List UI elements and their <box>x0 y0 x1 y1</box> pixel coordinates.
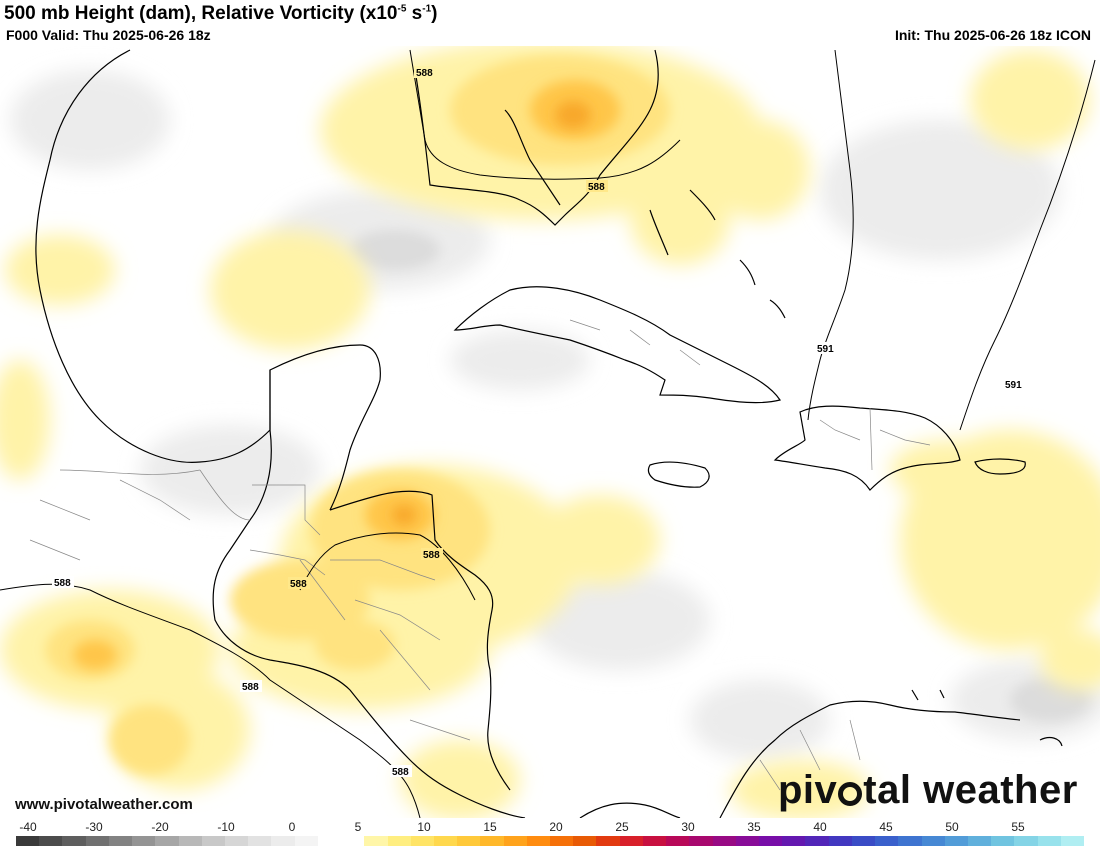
colorbar-swatch <box>224 836 249 846</box>
colorbar-swatch <box>480 836 504 846</box>
colorbar-tick-label: 35 <box>747 820 761 834</box>
colorbar-swatch <box>573 836 597 846</box>
colorbar-tick-label: -10 <box>217 820 235 834</box>
colorbar-swatch <box>851 836 876 846</box>
colorbar-tick-label: 55 <box>1011 820 1025 834</box>
colorbar-swatch <box>364 836 388 846</box>
colorbar-tick-label: 5 <box>354 820 362 834</box>
negative-vorticity-areas <box>10 70 1100 760</box>
colorbar-swatch <box>898 836 922 846</box>
colorbar-tick-label: -40 <box>19 820 37 834</box>
boundaries <box>29 319 931 791</box>
contour-label: 588 <box>588 182 605 193</box>
colorbar-tick-label: 25 <box>615 820 629 834</box>
colorbar-swatch <box>1037 836 1061 846</box>
colorbar-swatch <box>201 836 225 846</box>
colorbar-swatch <box>16 836 40 846</box>
colorbar-swatch <box>108 836 133 846</box>
contour-label: 588 <box>416 68 433 79</box>
colorbar-swatch <box>39 836 63 846</box>
contour-label: 588 <box>242 682 259 693</box>
colorbar-swatch <box>433 836 458 846</box>
colorbar-swatch <box>410 836 434 846</box>
contour-label: 591 <box>1005 380 1022 391</box>
colorbar-swatch <box>526 836 551 846</box>
contour-label: 588 <box>423 550 440 561</box>
colorbar-swatch <box>457 836 481 846</box>
colorbar-swatch <box>503 836 527 846</box>
colorbar-swatch <box>642 836 667 846</box>
init-time: Init: Thu 2025-06-26 18z ICON <box>894 27 1091 43</box>
colorbar-swatch <box>944 836 968 846</box>
colorbar-tick-label: -30 <box>85 820 103 834</box>
map-area: 588 588 588 588 588 588 588 591 591 <box>0 46 1100 818</box>
colorbar-tick-label: 0 <box>288 820 296 834</box>
colorbar-swatch <box>805 836 829 846</box>
height-contours <box>0 49 1096 818</box>
colorbar-tick-label: 10 <box>417 820 431 834</box>
colorbar-tick-label: 30 <box>681 820 695 834</box>
colorbar-swatch <box>1014 836 1038 846</box>
colorbar-tick-label: -20 <box>151 820 169 834</box>
colorbar-swatch <box>178 836 202 846</box>
colorbar-swatch <box>666 836 690 846</box>
logo-sun-icon <box>838 782 863 806</box>
colorbar-swatch <box>550 836 574 846</box>
colorbar-swatch <box>619 836 643 846</box>
contour-label: 588 <box>54 578 71 589</box>
colorbar-tick-label: 20 <box>549 820 563 834</box>
colorbar-swatch <box>85 836 109 846</box>
colorbar-swatch <box>248 836 272 846</box>
colorbar-swatch <box>875 836 899 846</box>
colorbar-swatch <box>712 836 736 846</box>
contour-label: 588 <box>290 579 307 590</box>
colorbar-swatch <box>689 836 713 846</box>
valid-time: F000 Valid: Thu 2025-06-26 18z <box>6 27 211 43</box>
contour-labels: 588 588 588 588 588 588 588 591 591 <box>52 66 1025 778</box>
colorbar-swatch <box>1060 836 1085 846</box>
colorbar-swatch <box>828 836 852 846</box>
colorbar-swatch <box>596 836 620 846</box>
colorbar-swatch <box>387 836 411 846</box>
map-title: 500 mb Height (dam), Relative Vorticity … <box>4 3 438 24</box>
colorbar-tick-label: 50 <box>945 820 959 834</box>
contour-label: 588 <box>392 767 409 778</box>
colorbar-swatch <box>132 836 156 846</box>
colorbar: -40 -30 -20 -10 0 5 10 15 20 25 30 35 40 45 50 55 <box>0 818 1100 850</box>
colorbar-swatch <box>782 836 806 846</box>
colorbar-swatch <box>155 836 179 846</box>
colorbar-swatch <box>991 836 1015 846</box>
colorbar-swatch <box>759 836 783 846</box>
colorbar-tick-label: 40 <box>813 820 827 834</box>
colorbar-tick-label: 45 <box>879 820 893 834</box>
vorticity-map: 588 588 588 588 588 588 588 591 591 <box>0 46 1100 818</box>
pivotal-weather-logo: piv tal weather <box>778 768 1078 812</box>
colorbar-swatch <box>317 836 342 846</box>
colorbar-swatch <box>735 836 759 846</box>
colorbar-tick-label: 15 <box>483 820 497 834</box>
header: 500 mb Height (dam), Relative Vorticity … <box>0 0 1100 46</box>
contour-label: 591 <box>817 344 834 355</box>
coastlines <box>35 49 1063 818</box>
colorbar-swatch <box>921 836 945 846</box>
colorbar-strip <box>16 836 1085 846</box>
colorbar-swatch <box>967 836 992 846</box>
colorbar-swatch <box>294 836 318 846</box>
colorbar-swatch <box>62 836 86 846</box>
colorbar-swatch <box>271 836 295 846</box>
website-url: www.pivotalweather.com <box>15 796 193 813</box>
colorbar-swatch <box>341 836 365 846</box>
